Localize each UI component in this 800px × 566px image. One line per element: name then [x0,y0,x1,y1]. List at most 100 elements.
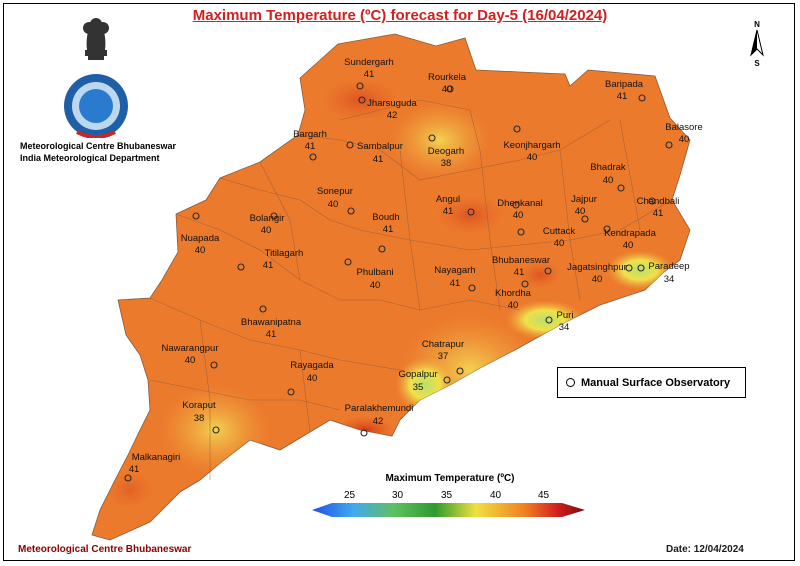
station-value: 41 [266,329,277,340]
station-value: 41 [305,141,316,152]
station-marker [637,264,645,272]
station-marker [344,258,352,266]
station-marker [467,208,475,216]
station-value: 40 [370,280,381,291]
station-value: 41 [383,224,394,235]
station-value: 40 [195,245,206,256]
station-marker [378,245,386,253]
station-name: Jajpur [571,194,597,205]
station-name: Chatrapur [422,339,464,350]
station-value: 38 [441,158,452,169]
station-value: 41 [443,206,454,217]
station-marker [360,429,368,437]
station-value: 41 [263,260,274,271]
station-value: 41 [653,208,664,219]
footer-organization: Meteorological Centre Bhubaneswar [18,544,192,555]
station-value: 42 [387,110,398,121]
station-value: 34 [559,322,570,333]
station-name: Dhenkanal [497,198,542,209]
station-value: 40 [261,225,272,236]
colorbar-tick: 45 [538,490,550,501]
station-value: 40 [442,84,453,95]
station-name: Sundergarh [344,57,394,68]
station-name: Deogarh [428,146,464,157]
legend-label: Manual Surface Observatory [581,376,731,389]
station-value: 40 [554,238,565,249]
station-marker [648,197,656,205]
station-marker [512,201,520,209]
station-marker [428,134,436,142]
station-marker [210,361,218,369]
station-name: Jharsuguda [367,98,417,109]
org-line-2: India Meteorological Department [20,153,160,163]
temperature-colorbar [312,503,585,517]
station-marker [581,215,589,223]
station-name: Bolangir [250,213,285,224]
station-marker [617,184,625,192]
org-line-1: Meteorological Centre Bhubaneswar [20,141,177,151]
station-marker [544,267,552,275]
station-marker [456,367,464,375]
station-name: Nawarangpur [161,343,218,354]
south-label: S [754,59,760,68]
colorbar-tick: 40 [490,490,502,501]
station-marker [446,85,454,93]
station-marker [309,153,317,161]
station-value: 40 [185,355,196,366]
station-name: Baripada [605,79,644,90]
station-name: Titilagarh [265,248,304,259]
station-value: 40 [508,300,519,311]
station-value: 40 [513,210,524,221]
station-value: 41 [617,91,628,102]
station-marker [356,82,364,90]
station-marker [270,212,278,220]
station-marker [259,305,267,313]
station-value: 41 [514,267,525,278]
station-name: Bargarh [293,129,327,140]
map-title: Maximum Temperature (ºC) forecast for Da… [192,7,608,24]
station-marker [443,376,451,384]
station-name: Angul [436,194,460,205]
station-name: Malkanagiri [132,452,181,463]
station-name: Rayagada [290,360,334,371]
station-value: 42 [373,416,384,427]
station-marker [603,225,611,233]
station-value: 40 [603,175,614,186]
station-name: Keonjhargarh [503,140,560,151]
station-value: 35 [413,382,424,393]
station-marker [665,141,673,149]
station-marker [625,264,633,272]
station-name: Kendrapada [604,228,656,239]
station-marker [517,228,525,236]
station-value: 41 [373,154,384,165]
colorbar-tick: 25 [344,490,356,501]
station-name: Cuttack [543,226,575,237]
station-value: 41 [450,278,461,289]
station-name: Paralakhemundi [345,403,414,414]
station-marker [124,474,132,482]
station-name: Chandbali [637,196,680,207]
colorbar-tick: 30 [392,490,404,501]
station-name: Khordha [495,288,532,299]
station-value: 40 [307,373,318,384]
station-name: Phulbani [357,267,394,278]
station-name: Balasore [665,122,703,133]
station-value: 40 [575,206,586,217]
station-name: Bhubaneswar [492,255,550,266]
observatory-marker-icon [566,378,575,387]
station-marker [347,207,355,215]
station-name: Puri [557,310,574,321]
outer-border [3,3,795,561]
station-marker [346,141,354,149]
station-marker [513,125,521,133]
station-name: Sambalpur [357,141,403,152]
station-marker [237,263,245,271]
station-name: Nayagarh [434,265,475,276]
station-name: Koraput [182,400,216,411]
imd-emblem-icon [64,18,128,138]
station-marker [358,96,366,104]
station-value: 38 [194,413,205,424]
north-arrow-icon [750,29,764,57]
